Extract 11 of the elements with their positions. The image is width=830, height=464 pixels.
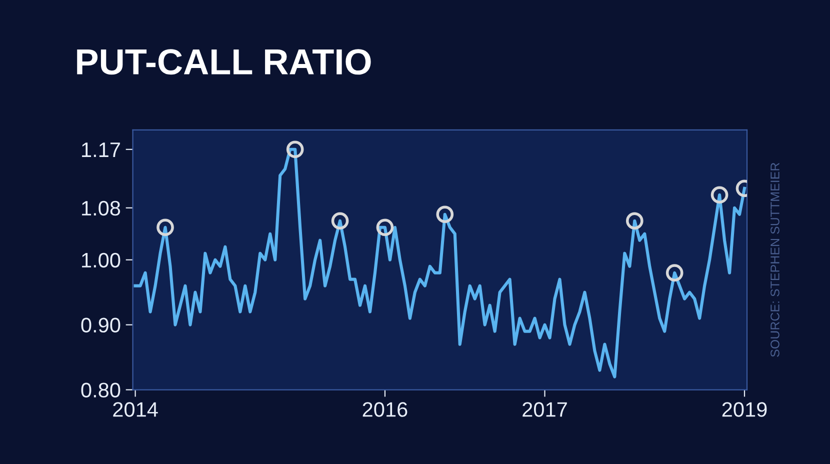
y-tick-label: 1.00 bbox=[82, 252, 120, 268]
chart-title: PUT-CALL RATIO bbox=[77, 49, 371, 75]
source-note: SOURCE: STEPHEN SUTTMEIER bbox=[770, 162, 780, 357]
y-tick-label: 1.08 bbox=[82, 200, 120, 216]
x-tick-label: 2016 bbox=[362, 402, 408, 417]
x-tick-label: 2017 bbox=[522, 402, 567, 417]
y-tick-label: 1.17 bbox=[82, 142, 120, 157]
x-tick-label: 2014 bbox=[113, 402, 158, 417]
x-tick-label: 2019 bbox=[722, 402, 767, 417]
y-tick-label: 0.90 bbox=[81, 318, 120, 333]
y-tick-label: 0.80 bbox=[81, 382, 120, 398]
